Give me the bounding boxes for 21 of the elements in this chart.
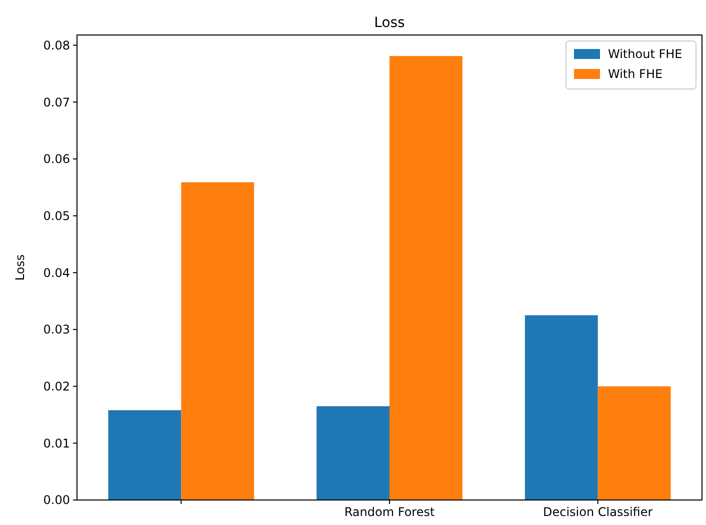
x-tick-label: Decision Classifier (542, 505, 653, 519)
bar (390, 56, 462, 500)
chart-title: Loss (374, 15, 405, 31)
y-tick-label: 0.03 (43, 322, 70, 337)
y-tick-label: 0.05 (43, 208, 70, 223)
y-tick-label: 0.00 (43, 493, 70, 508)
y-tick-label: 0.04 (43, 266, 70, 280)
y-axis-title: Loss (13, 254, 27, 281)
bar (524, 315, 598, 500)
y-tick-label: 0.08 (43, 38, 70, 52)
y-tick-label: 0.02 (43, 380, 70, 394)
legend-label: Without FHE (608, 47, 682, 61)
x-tick-label: Random Forest (344, 505, 435, 519)
bar (598, 386, 671, 500)
bar (181, 182, 254, 500)
bar (316, 406, 390, 500)
y-tick-label: 0.06 (43, 152, 70, 166)
y-tick-label: 0.07 (43, 95, 70, 110)
bar (108, 410, 182, 500)
y-tick-label: 0.01 (43, 436, 70, 450)
legend-label: With FHE (608, 67, 663, 81)
